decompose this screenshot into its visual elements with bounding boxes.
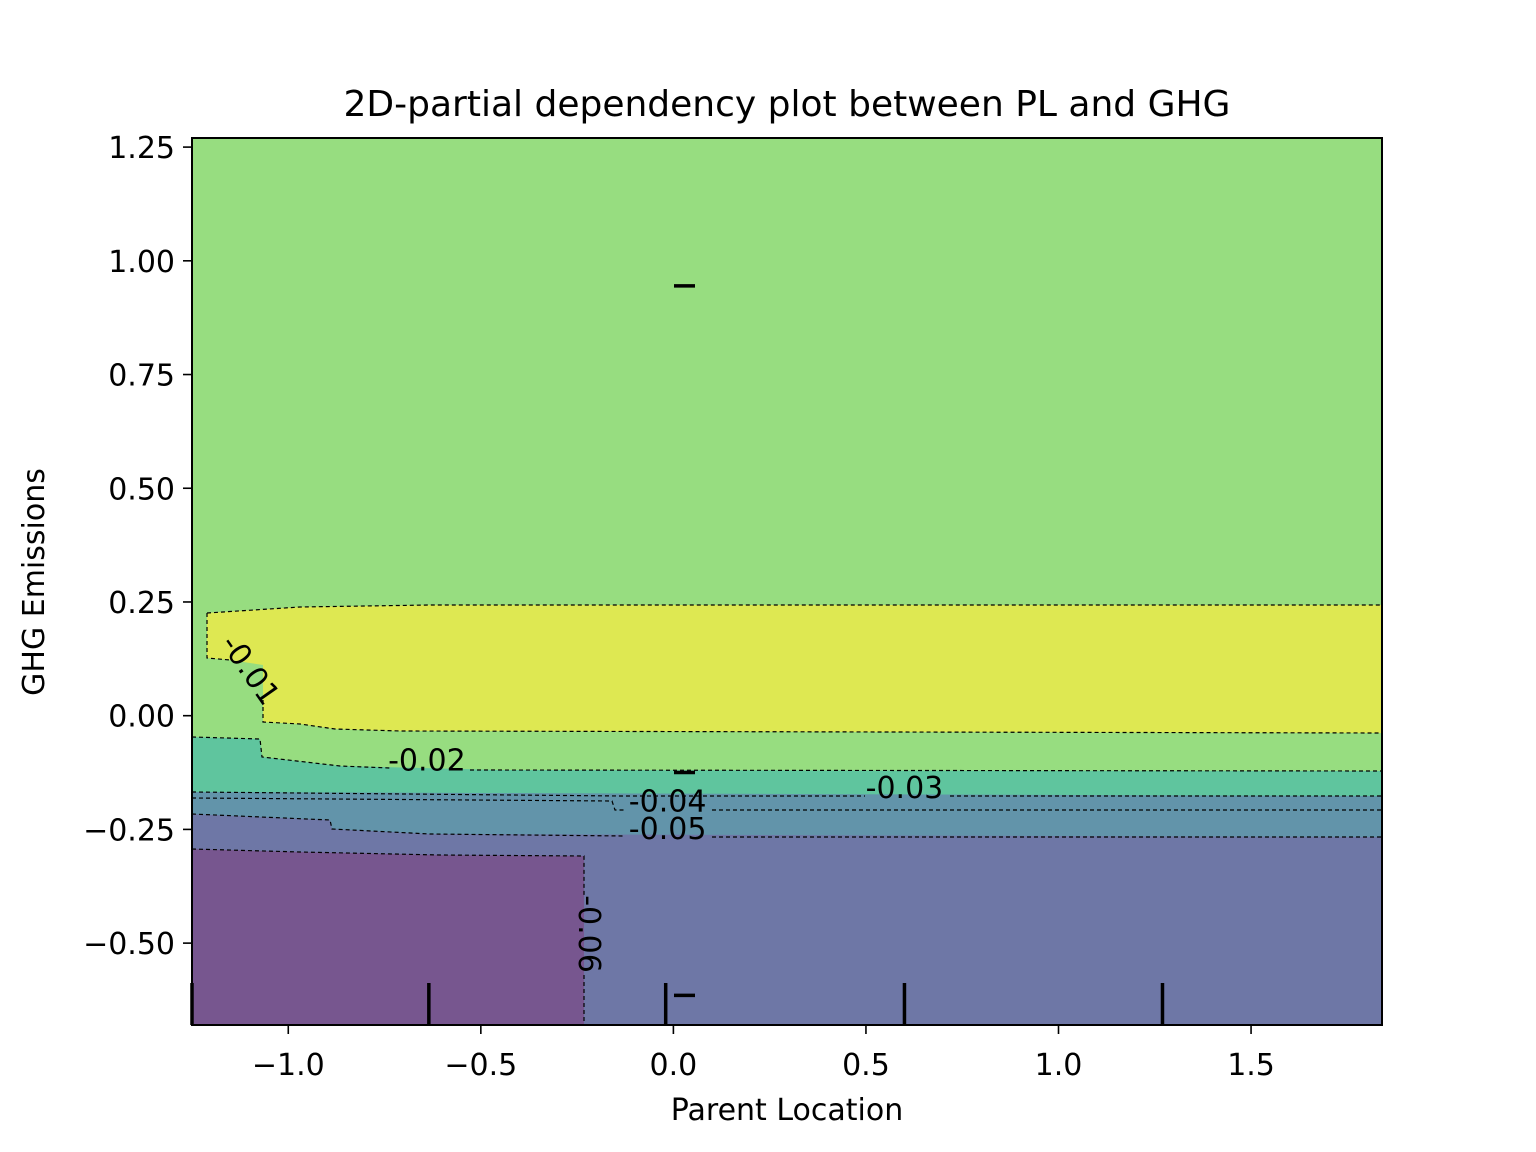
y-tick-label: 1.25 [108, 131, 175, 166]
contour-line-neg006 [191, 848, 585, 1025]
x-tick-label: −0.5 [444, 1048, 517, 1083]
contour-lines [191, 604, 1383, 1025]
contour-label: -0.04 [629, 785, 707, 820]
x-axis-label: Parent Location [671, 1093, 903, 1128]
x-tick-label: 0.0 [650, 1048, 698, 1083]
y-tick-label: 0.50 [108, 472, 175, 507]
contour-line-neg002 [191, 736, 1383, 772]
contour-line-neg005 [191, 813, 1382, 838]
x-axis: −1.0 −0.5 0.0 0.5 1.0 1.5 [252, 1025, 1275, 1083]
contour-line-neg001-lower [206, 613, 1383, 734]
chart-title: 2D-partial dependency plot between PL an… [344, 84, 1231, 125]
y-tick-label: 1.00 [108, 245, 175, 280]
contour-label: -0.03 [866, 771, 944, 806]
x-tick-label: 0.5 [842, 1048, 890, 1083]
contour-label: -0.05 [629, 812, 707, 847]
y-tick-label: −0.25 [83, 813, 175, 848]
plot-frame [191, 137, 1383, 1026]
contour-label: -0.06 [571, 895, 606, 973]
x-tick-label: −1.0 [252, 1048, 325, 1083]
contour-line-neg004 [191, 797, 1382, 811]
contour-label: -0.02 [388, 744, 466, 779]
y-tick-label: 0.00 [108, 700, 175, 735]
contour-band-neg006 [192, 849, 584, 1025]
y-tick-label: 0.75 [108, 359, 175, 394]
y-axis: 1.25 1.00 0.75 0.50 0.25 0.00 −0.25 −0.50 [83, 131, 192, 962]
x-tick-label: 1.0 [1035, 1048, 1083, 1083]
y-tick-label: 0.25 [108, 586, 175, 621]
x-tick-label: 1.5 [1227, 1048, 1275, 1083]
contour-line-neg003 [191, 791, 1382, 797]
contour-band-neg001 [207, 605, 1382, 733]
y-tick-label: −0.50 [83, 927, 175, 962]
y-axis-label: GHG Emissions [17, 468, 52, 696]
plot-area: -0.01-0.02-0.03-0.04-0.05-0.06 [190, 137, 1383, 1026]
